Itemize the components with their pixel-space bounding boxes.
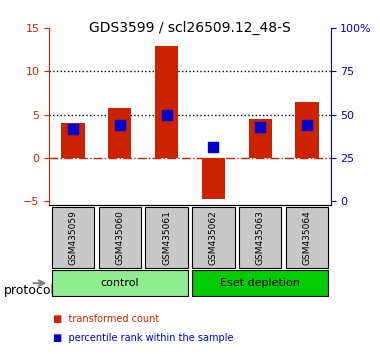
Text: GSM435060: GSM435060	[115, 210, 124, 265]
Text: GSM435063: GSM435063	[256, 210, 265, 265]
FancyBboxPatch shape	[52, 270, 188, 296]
Bar	[249, 119, 272, 158]
Text: ■  transformed count: ■ transformed count	[53, 314, 160, 324]
Bar	[202, 158, 225, 199]
Point	[117, 122, 123, 128]
FancyBboxPatch shape	[286, 207, 328, 268]
Text: GSM435064: GSM435064	[302, 210, 312, 264]
Text: ■  percentile rank within the sample: ■ percentile rank within the sample	[53, 333, 234, 343]
FancyBboxPatch shape	[192, 270, 328, 296]
Text: Eset depletion: Eset depletion	[220, 278, 300, 288]
Text: GSM435059: GSM435059	[68, 210, 78, 265]
FancyBboxPatch shape	[146, 207, 188, 268]
Text: control: control	[100, 278, 139, 288]
Text: protocol: protocol	[4, 284, 55, 297]
FancyBboxPatch shape	[239, 207, 281, 268]
Text: GSM435061: GSM435061	[162, 210, 171, 265]
Point	[163, 112, 169, 118]
Point	[211, 144, 217, 149]
Text: GSM435062: GSM435062	[209, 210, 218, 264]
Point	[257, 124, 263, 130]
FancyBboxPatch shape	[99, 207, 141, 268]
Point	[304, 122, 310, 128]
FancyBboxPatch shape	[52, 207, 94, 268]
Text: GDS3599 / scl26509.12_48-S: GDS3599 / scl26509.12_48-S	[89, 21, 291, 35]
FancyBboxPatch shape	[192, 207, 234, 268]
Bar	[155, 46, 178, 158]
Point	[70, 126, 76, 132]
Bar	[296, 102, 319, 158]
Bar	[61, 123, 85, 158]
Bar	[108, 108, 131, 158]
